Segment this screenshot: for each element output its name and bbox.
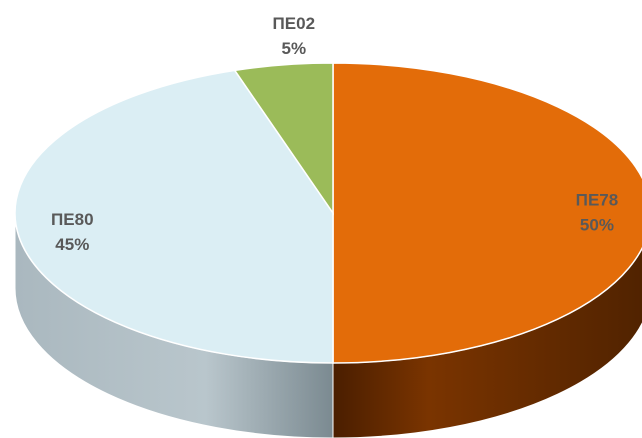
value-label: 50%: [580, 215, 614, 234]
pie-slice: [233, 62, 334, 216]
value-label: 45%: [55, 235, 89, 254]
pie-slice: [14, 69, 334, 364]
category-label: ΠΕ80: [51, 210, 94, 229]
value-label: 5%: [282, 39, 307, 58]
category-label: ΠΕ02: [273, 14, 316, 33]
pie-slice: [332, 62, 642, 364]
category-label: ΠΕ78: [576, 190, 619, 209]
